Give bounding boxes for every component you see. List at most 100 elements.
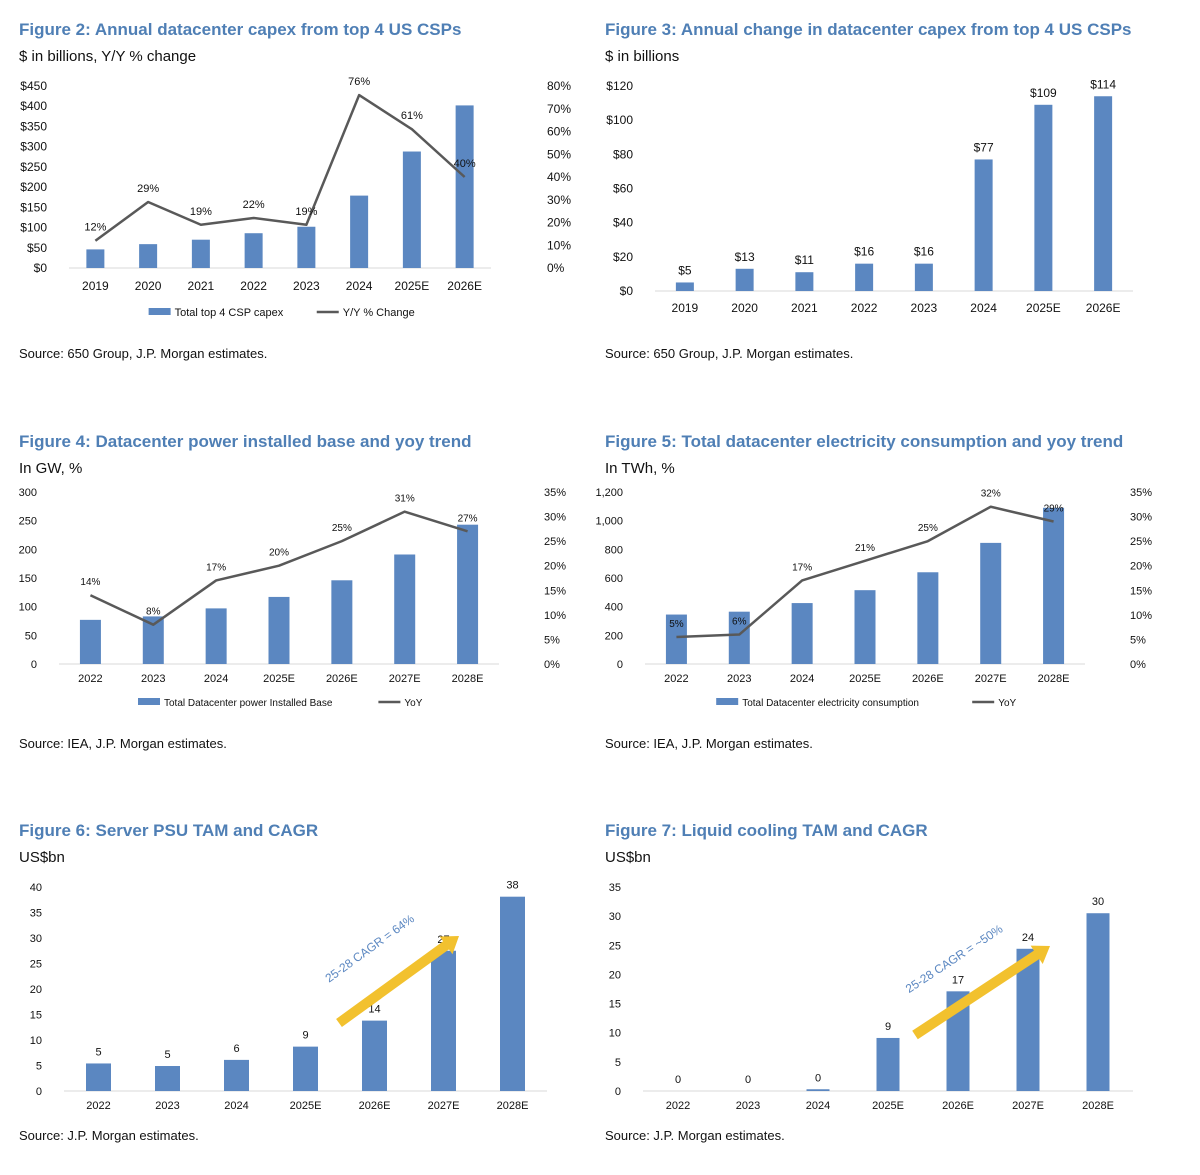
bar — [1016, 948, 1040, 1091]
line-data-label: 40% — [454, 158, 476, 170]
bar-data-label: $16 — [914, 245, 934, 259]
figure-subtitle: In GW, % — [19, 460, 83, 477]
x-tick-label: 2025E — [1026, 301, 1061, 315]
y-tick-label: $40 — [613, 216, 633, 230]
bar-data-label: $16 — [854, 245, 874, 259]
x-tick-label: 2028E — [452, 673, 484, 685]
bar — [980, 542, 1002, 664]
x-tick-label: 2023 — [911, 301, 938, 315]
figure-5-panel: Figure 5: Total datacenter electricity c… — [595, 432, 1185, 757]
y2-tick-label: 80% — [547, 79, 571, 93]
bar — [139, 244, 158, 268]
x-tick-label: 2026E — [326, 673, 358, 685]
x-tick-label: 2027E — [428, 1100, 460, 1112]
x-tick-label: 2022 — [240, 279, 267, 293]
bar — [297, 226, 316, 268]
figure-subtitle: In TWh, % — [605, 460, 675, 477]
x-tick-label: 2021 — [188, 279, 215, 293]
cagr-arrow — [336, 936, 459, 1027]
bar — [86, 1063, 111, 1091]
bar — [268, 596, 290, 664]
x-tick-label: 2024 — [806, 1100, 830, 1112]
x-tick-label: 2025E — [395, 279, 430, 293]
line-data-label: 76% — [348, 76, 370, 88]
y2-tick-label: 10% — [1130, 610, 1152, 622]
y-tick-label: $100 — [606, 113, 633, 127]
x-tick-label: 2022 — [664, 673, 688, 685]
legend-bar-swatch — [148, 308, 171, 315]
x-tick-label: 2025E — [849, 673, 881, 685]
y-tick-label: 5 — [36, 1061, 42, 1073]
x-tick-label: 2022 — [851, 301, 878, 315]
y2-tick-label: 5% — [1130, 634, 1146, 646]
bar-data-label: 5 — [164, 1049, 170, 1061]
y2-tick-label: 20% — [1130, 561, 1152, 573]
y-tick-label: 35 — [30, 908, 42, 920]
bar — [876, 1037, 900, 1091]
y-tick-label: $120 — [606, 79, 633, 93]
y-tick-label: 100 — [19, 602, 37, 614]
y-tick-label: 250 — [19, 516, 37, 528]
legend-bar-swatch — [138, 698, 160, 705]
x-tick-label: 2027E — [1012, 1100, 1044, 1112]
y-tick-label: 1,200 — [595, 487, 623, 499]
bar — [431, 950, 456, 1091]
bar — [394, 554, 416, 664]
bar — [402, 151, 421, 268]
y-tick-label: 20 — [609, 969, 621, 981]
bar — [350, 195, 369, 268]
y-tick-label: 25 — [609, 940, 621, 952]
y2-tick-label: 30% — [1130, 512, 1152, 524]
line-data-label: 32% — [981, 489, 1001, 500]
bar-data-label: 14 — [368, 1004, 380, 1016]
yoy-line — [676, 505, 1054, 639]
x-tick-label: 2024 — [970, 301, 997, 315]
x-tick-label: 2027E — [389, 673, 421, 685]
y-tick-label: $350 — [20, 119, 47, 133]
line-data-label: 5% — [669, 619, 684, 630]
x-tick-label: 2026E — [1086, 301, 1121, 315]
y-tick-label: 5 — [615, 1057, 621, 1069]
bar — [665, 614, 687, 664]
figure-6-panel: Figure 6: Server PSU TAM and CAGR US$bn … — [19, 821, 599, 1156]
figure-title: Figure 7: Liquid cooling TAM and CAGR — [605, 821, 928, 840]
line-data-label: 19% — [190, 206, 212, 218]
figure-source: Source: 650 Group, J.P. Morgan estimates… — [605, 346, 854, 361]
yoy-line — [94, 93, 466, 242]
y-tick-label: 800 — [605, 544, 623, 556]
bar-data-label: 38 — [506, 880, 518, 892]
bar-data-label: 17 — [952, 974, 964, 986]
bar — [806, 1089, 830, 1091]
y-tick-label: $100 — [20, 221, 47, 235]
bar — [86, 249, 105, 268]
y2-tick-label: 35% — [544, 487, 566, 499]
figure-7-panel: Figure 7: Liquid cooling TAM and CAGR US… — [605, 821, 1185, 1156]
bar-data-label: $11 — [795, 253, 814, 267]
y2-tick-label: 40% — [547, 170, 571, 184]
bar-data-label: 30 — [1092, 896, 1104, 908]
yoy-line — [89, 510, 468, 626]
y-tick-label: 50 — [25, 630, 37, 642]
y-tick-label: 30 — [609, 911, 621, 923]
line-data-label: 20% — [269, 548, 289, 559]
bar-data-label: $13 — [735, 250, 755, 264]
bar — [914, 263, 933, 291]
figure-title: Figure 3: Annual change in datacenter ca… — [605, 20, 1132, 39]
y2-tick-label: 30% — [547, 193, 571, 207]
y-tick-label: $20 — [613, 250, 633, 264]
legend-bar-swatch — [716, 698, 739, 705]
figure-title: Figure 4: Datacenter power installed bas… — [19, 432, 472, 451]
figure-source: Source: IEA, J.P. Morgan estimates. — [19, 736, 227, 751]
bar — [795, 272, 814, 291]
line-data-label: 25% — [918, 523, 938, 534]
y-tick-label: 0 — [36, 1086, 42, 1098]
y2-tick-label: 50% — [547, 147, 571, 161]
x-tick-label: 2026E — [359, 1100, 391, 1112]
y-tick-label: 30 — [30, 933, 42, 945]
psu-tam-chart: 0 5 10 15 20 25 30 35 40 2022 2023 2024 2025E 2026E 20… — [30, 880, 547, 1112]
bar-data-label: $5 — [678, 263, 692, 277]
y-tick-label: 300 — [19, 487, 37, 499]
y-tick-label: 0 — [615, 1086, 621, 1098]
y-tick-label: $50 — [27, 241, 47, 255]
y-tick-label: 10 — [30, 1035, 42, 1047]
